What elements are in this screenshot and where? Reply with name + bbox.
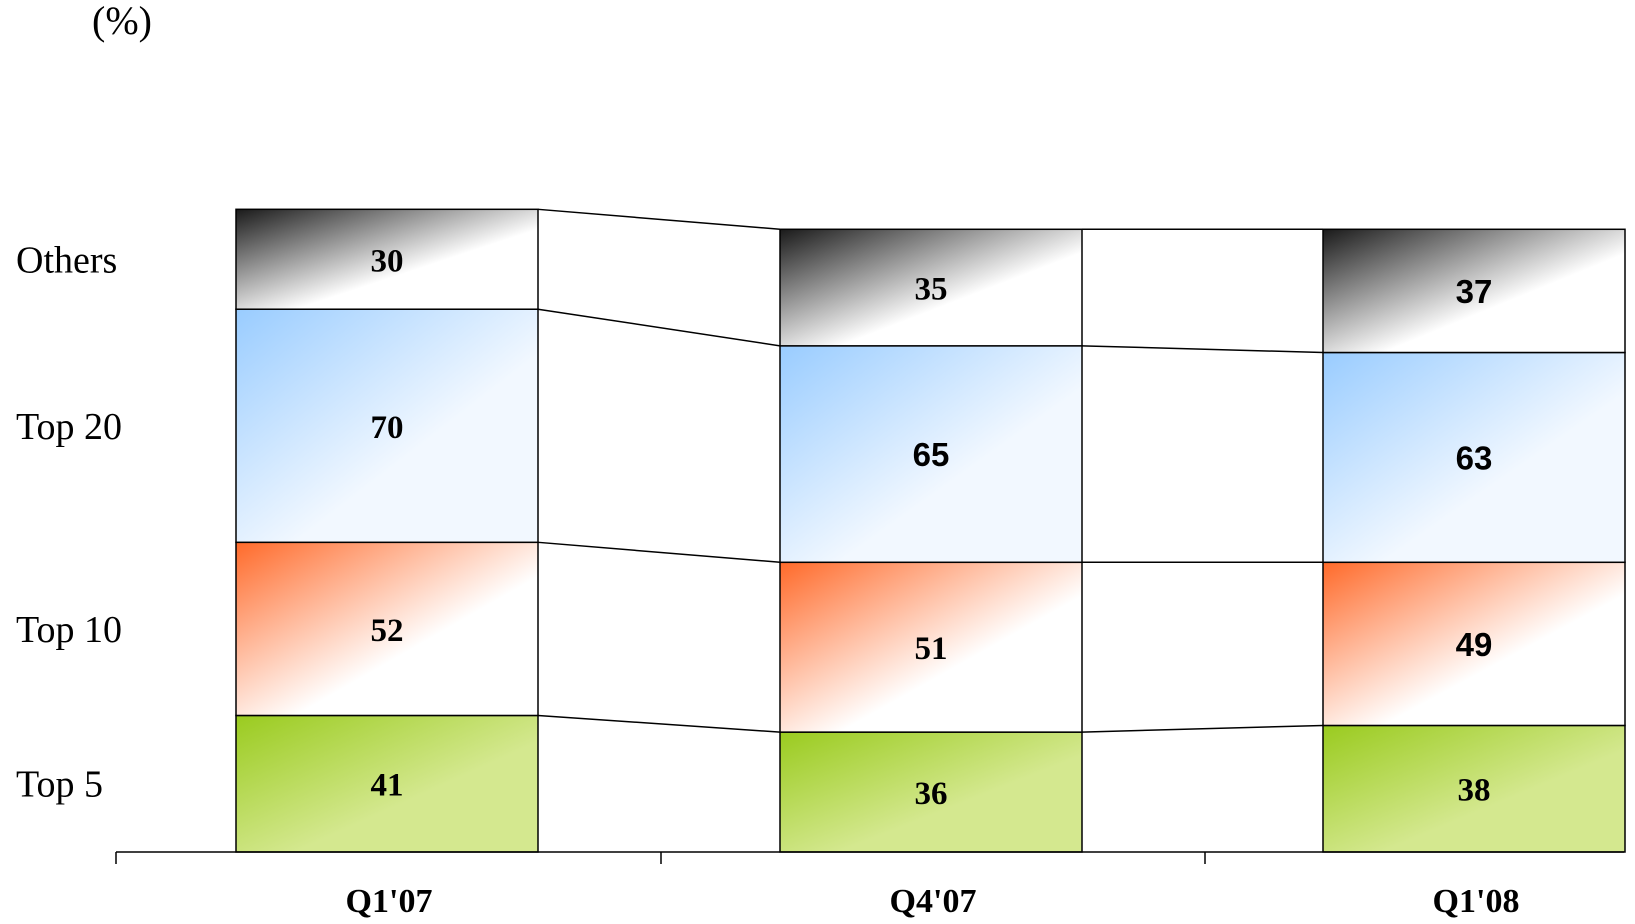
connector-top-20-0: [537, 308, 781, 347]
bar-top-10-q4-07: [779, 561, 1083, 733]
value-label-others-q1-08: 37: [1456, 273, 1493, 310]
x-tick-label-q1-08: Q1'08: [1433, 883, 1520, 920]
value-label-others-q1-07: 30: [371, 243, 404, 279]
value-label-top-20-q1-08: 63: [1456, 439, 1493, 476]
connector-top-20-1: [1081, 345, 1324, 354]
series-label-top-10: Top 10: [16, 609, 122, 651]
bar-segments: [235, 208, 1626, 853]
x-tick-label-q4-07: Q4'07: [890, 883, 977, 920]
value-labels: 41 52 70 30 36 51 65 35 38 49 63 37: [371, 243, 1493, 812]
connector-lines: [537, 208, 1324, 733]
series-label-others: Others: [16, 239, 117, 281]
value-label-top-5-q1-08: 38: [1458, 773, 1491, 809]
series-label-top-20: Top 20: [16, 406, 122, 448]
bar-others-q1-08: [1322, 228, 1626, 354]
x-tick-labels: Q1'07 Q4'07 Q1'08: [346, 883, 1520, 920]
bar-top-20-q1-07: [235, 308, 539, 544]
connector-top-0: [537, 208, 781, 231]
value-label-top-20-q4-07: 65: [913, 436, 950, 473]
x-tick-label-q1-07: Q1'07: [346, 883, 433, 920]
x-axis: [115, 851, 1624, 864]
value-label-others-q4-07: 35: [915, 272, 948, 308]
bar-top-10-q1-07: [235, 541, 539, 717]
bar-top-10-q1-08: [1322, 561, 1626, 727]
unit-label: (%): [92, 0, 152, 43]
connector-top-5-1: [1081, 724, 1324, 733]
series-labels: Top 5 Top 10 Top 20 Others: [16, 239, 122, 805]
value-label-top-10-q4-07: 51: [915, 631, 948, 667]
value-label-top-10-q1-08: 49: [1456, 626, 1493, 663]
value-label-top-5-q1-07: 41: [371, 768, 404, 804]
bar-top-5-q4-07: [779, 731, 1083, 853]
bar-others-q4-07: [779, 228, 1083, 347]
value-label-top-20-q1-07: 70: [371, 410, 404, 446]
bar-top-5-q1-07: [235, 714, 539, 853]
series-label-top-5: Top 5: [16, 764, 103, 806]
value-label-top-5-q4-07: 36: [915, 776, 948, 812]
bar-others-q1-07: [235, 208, 539, 310]
connector-top-5-0: [537, 714, 781, 733]
connector-top-10-0: [537, 541, 781, 564]
value-label-top-10-q1-07: 52: [371, 613, 404, 649]
bar-top-20-q1-08: [1322, 351, 1626, 564]
